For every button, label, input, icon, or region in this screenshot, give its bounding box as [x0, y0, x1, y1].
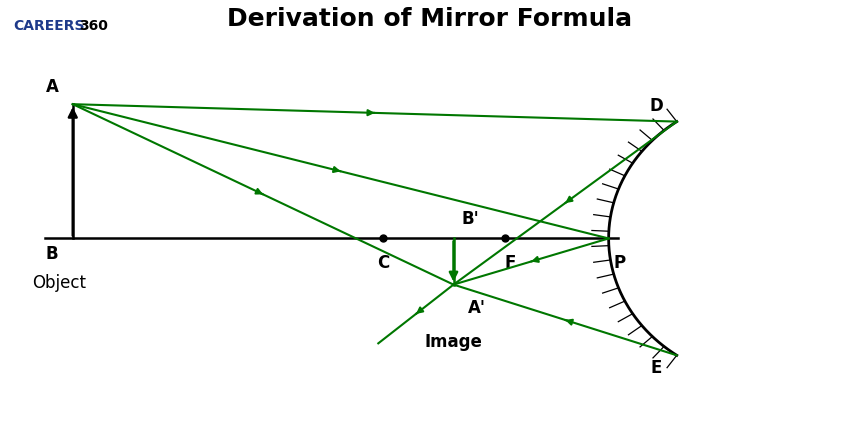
Text: P: P	[614, 254, 626, 272]
Text: B': B'	[461, 210, 479, 228]
Text: D: D	[649, 97, 663, 115]
Text: CAREERS: CAREERS	[13, 19, 84, 34]
Text: E: E	[650, 359, 662, 378]
Text: F: F	[504, 254, 516, 272]
Text: A': A'	[468, 299, 486, 317]
Text: C: C	[377, 254, 389, 272]
Text: Image: Image	[425, 333, 482, 351]
Text: B: B	[46, 245, 58, 263]
Text: 360: 360	[79, 19, 108, 34]
Text: Object: Object	[32, 273, 86, 292]
Text: A: A	[46, 78, 58, 96]
Title: Derivation of Mirror Formula: Derivation of Mirror Formula	[227, 7, 633, 31]
